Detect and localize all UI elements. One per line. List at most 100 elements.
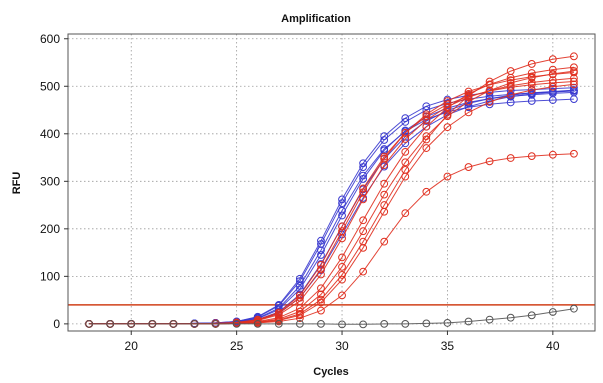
data-point	[485, 92, 494, 101]
data-point	[380, 179, 389, 188]
data-point	[506, 79, 515, 87]
data-point	[106, 319, 115, 328]
data-point	[464, 91, 473, 100]
data-point	[570, 63, 578, 72]
data-point	[548, 308, 557, 316]
data-point	[506, 154, 515, 162]
data-point	[380, 319, 389, 328]
data-point	[401, 172, 410, 181]
data-point	[548, 55, 557, 64]
y-axis-label: RFU	[11, 172, 23, 195]
data-point	[464, 163, 473, 171]
data-point	[506, 90, 515, 99]
data-point	[169, 319, 178, 328]
data-point	[422, 122, 431, 131]
data-point	[422, 187, 431, 196]
data-point	[527, 78, 536, 87]
data-point	[317, 270, 325, 279]
data-point	[464, 87, 473, 96]
data-point	[338, 206, 346, 215]
series-line	[89, 66, 574, 325]
data-point	[570, 67, 578, 75]
y-tick-label: 0	[53, 317, 60, 331]
data-point	[338, 234, 346, 243]
series-line	[89, 98, 574, 325]
data-point	[422, 144, 431, 152]
data-point	[506, 313, 515, 322]
series-line	[89, 90, 574, 325]
data-point	[338, 320, 346, 329]
data-point	[190, 319, 199, 328]
data-point	[570, 304, 578, 313]
data-point	[443, 123, 452, 132]
data-point	[443, 172, 452, 181]
data-point	[317, 298, 325, 307]
data-point	[380, 161, 389, 170]
data-point	[570, 77, 578, 86]
data-point	[295, 319, 304, 328]
y-tick-label: 300	[40, 174, 60, 188]
data-point	[422, 110, 431, 119]
data-point	[548, 82, 557, 91]
series	[85, 67, 578, 328]
data-point	[464, 97, 473, 106]
data-point	[485, 157, 494, 166]
data-point	[570, 86, 578, 95]
x-tick-label: 35	[441, 339, 455, 353]
data-point	[274, 317, 283, 326]
data-point	[295, 311, 304, 320]
series-line	[89, 308, 574, 325]
series-line	[89, 70, 574, 325]
chart-title: Amplification	[281, 13, 351, 25]
data-point	[338, 262, 346, 271]
y-tick-label: 400	[40, 127, 60, 141]
data-point	[485, 315, 494, 324]
data-point	[295, 291, 304, 300]
data-point	[359, 227, 368, 236]
grid	[68, 34, 595, 331]
data-point	[527, 86, 536, 94]
series-line	[89, 87, 574, 325]
data-point	[506, 67, 515, 75]
data-point	[232, 319, 241, 328]
data-point	[359, 163, 368, 171]
data-point	[317, 251, 325, 259]
data-point	[548, 88, 557, 96]
y-tick-label: 100	[40, 269, 60, 283]
data-point	[506, 76, 515, 84]
series	[85, 80, 578, 328]
data-point	[401, 319, 410, 328]
x-tick-label: 20	[125, 339, 139, 353]
data-point	[359, 243, 368, 252]
data-point	[443, 319, 452, 327]
y-tick-label: 200	[40, 222, 60, 236]
y-tick-label: 600	[40, 32, 60, 46]
y-tick-label: 500	[40, 79, 60, 93]
data-point	[401, 135, 410, 143]
data-point	[485, 86, 494, 95]
data-point	[548, 70, 557, 78]
x-tick-label: 40	[546, 339, 560, 353]
data-point	[527, 60, 536, 68]
data-point	[274, 319, 283, 328]
data-point	[317, 290, 325, 299]
x-tick-label: 30	[335, 339, 349, 353]
data-point	[570, 52, 578, 61]
data-point	[548, 150, 557, 159]
data-point	[359, 216, 368, 225]
plot-series	[85, 52, 578, 329]
data-point	[359, 267, 368, 276]
data-point	[295, 314, 304, 323]
series	[85, 52, 578, 328]
data-point	[401, 118, 410, 126]
data-point	[253, 319, 262, 328]
data-point	[485, 77, 494, 86]
data-point	[211, 319, 220, 328]
data-point	[570, 149, 578, 158]
data-point	[85, 319, 93, 328]
data-point	[527, 73, 536, 82]
data-point	[359, 320, 368, 329]
plot-frame	[67, 33, 596, 332]
